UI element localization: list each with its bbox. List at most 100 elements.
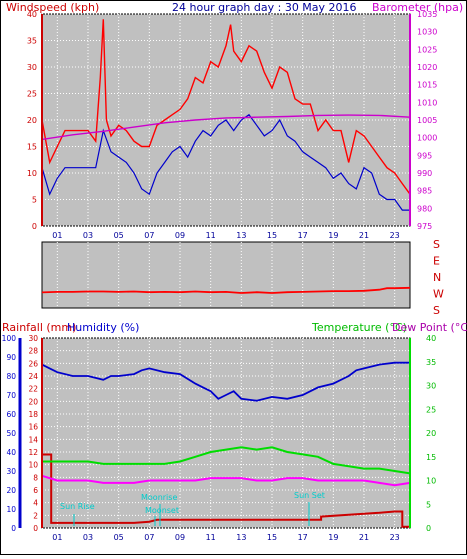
chart-title: 24 hour graph day : 30 May 2016 xyxy=(172,1,357,14)
baro-y-tick-6: 1005 xyxy=(417,116,437,125)
humidity-y-tick-8: 80 xyxy=(6,372,16,381)
bottom-x-tick-9: 19 xyxy=(328,533,338,542)
humidity-y-tick-2: 20 xyxy=(6,486,16,495)
wind-x-tick-7: 15 xyxy=(267,231,277,240)
wind-y-tick-6: 30 xyxy=(27,63,37,72)
bottom-series-humidity xyxy=(41,361,410,402)
moonset-label: Moonset xyxy=(145,506,179,515)
bottom-x-tick-5: 11 xyxy=(206,533,216,542)
humidity-ticks: 0 10 20 30 40 50 60 70 80 90 100 xyxy=(2,334,17,533)
humidity-y-tick-3: 30 xyxy=(6,467,16,476)
baro-y-tick-2: 985 xyxy=(417,187,432,196)
rain-y-tick-0: 0 xyxy=(33,524,38,533)
direction-grid xyxy=(56,242,396,308)
bottom-x-tick-6: 13 xyxy=(236,533,246,542)
wind-y-tick-4: 20 xyxy=(27,116,37,125)
wind-x-tick-3: 07 xyxy=(144,231,154,240)
baro-y-tick-11: 1030 xyxy=(417,28,437,37)
direction-plot-area xyxy=(41,241,411,309)
annotation-sunset: Sun Set xyxy=(294,491,325,526)
rain-y-tick-13: 26 xyxy=(28,359,38,368)
wind-y-tick-0: 0 xyxy=(32,222,37,231)
bottom-x-tick-8: 17 xyxy=(298,533,308,542)
wind-x-tick-11: 23 xyxy=(390,231,400,240)
rain-y-tick-7: 14 xyxy=(28,435,38,444)
humidity-y-tick-0: 0 xyxy=(11,524,16,533)
rain-y-tick-4: 8 xyxy=(33,473,38,482)
dewpoint-axis-label: Dew Point (°C) xyxy=(392,321,467,334)
baro-y-tick-9: 1020 xyxy=(417,63,437,72)
wind-y-tick-2: 10 xyxy=(27,169,37,178)
bottom-x-tick-0: 01 xyxy=(52,533,62,542)
temperature-y-tick-5: 25 xyxy=(426,405,436,414)
bottom-series-rainfall xyxy=(42,453,410,528)
rain-y-tick-11: 22 xyxy=(28,385,38,394)
bottom-series xyxy=(41,361,411,528)
annotation-moonset: Moonset xyxy=(145,506,179,526)
bottom-series-dew-point xyxy=(41,474,411,487)
temperature-ticks: 0 5 10 15 20 25 30 35 40 xyxy=(426,334,436,533)
wind-right-ticks: 975 980 985 990 995 1000 1005 1010 1015 1020 1025 1… xyxy=(417,10,437,231)
rain-y-tick-1: 2 xyxy=(33,511,38,520)
wind-x-ticks: 01 03 05 07 09 11 13 15 17 19 21 23 xyxy=(52,231,400,240)
humidity-y-tick-5: 50 xyxy=(6,429,16,438)
rain-y-tick-10: 20 xyxy=(28,397,38,406)
wind-x-tick-2: 05 xyxy=(114,231,124,240)
direction-label-3: W xyxy=(433,288,444,301)
direction-label-2: N xyxy=(433,271,441,284)
wind-y-tick-8: 40 xyxy=(27,10,37,19)
baro-y-tick-10: 1025 xyxy=(417,45,437,54)
wind-x-tick-10: 21 xyxy=(359,231,369,240)
sunrise-label: Sun Rise xyxy=(60,502,95,511)
temperature-y-tick-8: 40 xyxy=(426,334,436,343)
direction-series xyxy=(41,286,411,294)
temperature-y-tick-6: 30 xyxy=(426,382,436,391)
wind-series-barometer xyxy=(41,114,411,141)
rain-y-tick-15: 30 xyxy=(28,334,38,343)
humidity-y-tick-4: 40 xyxy=(6,448,16,457)
bottom-x-tick-3: 07 xyxy=(144,533,154,542)
wind-x-tick-9: 19 xyxy=(328,231,338,240)
temperature-axis-label: Temperature (°C) xyxy=(311,321,407,334)
wind-y-tick-5: 25 xyxy=(27,90,37,99)
rain-y-tick-5: 10 xyxy=(28,461,38,470)
humidity-axis-label: Humidity (%) xyxy=(67,321,139,334)
temperature-y-tick-2: 10 xyxy=(426,477,436,486)
baro-y-tick-3: 990 xyxy=(417,169,432,178)
baro-y-tick-1: 980 xyxy=(417,204,432,213)
annotation-moonrise: Moonrise xyxy=(141,493,177,526)
temperature-y-tick-1: 5 xyxy=(426,500,431,509)
rain-y-tick-2: 4 xyxy=(33,499,38,508)
annotation-sunrise: Sun Rise xyxy=(60,502,95,526)
wind-x-tick-0: 01 xyxy=(52,231,62,240)
temperature-y-tick-7: 35 xyxy=(426,358,436,367)
barometer-axis-label: Barometer (hpa) xyxy=(372,1,463,14)
windspeed-axis-label: Windspeed (kph) xyxy=(6,1,99,14)
humidity-y-tick-6: 60 xyxy=(6,410,16,419)
humidity-plot-area xyxy=(41,337,411,529)
baro-y-tick-0: 975 xyxy=(417,222,432,231)
wind-series-gust xyxy=(41,19,411,195)
direction-series-line xyxy=(41,286,411,294)
bottom-x-tick-11: 23 xyxy=(390,533,400,542)
wind-series xyxy=(41,19,411,211)
bottom-x-tick-4: 09 xyxy=(175,533,185,542)
humidity-y-tick-10: 100 xyxy=(2,334,17,343)
rain-y-tick-9: 18 xyxy=(28,410,38,419)
wind-y-tick-1: 5 xyxy=(32,196,37,205)
temperature-y-tick-3: 15 xyxy=(426,453,436,462)
humidity-y-tick-9: 90 xyxy=(6,353,16,362)
bottom-x-tick-2: 05 xyxy=(114,533,124,542)
bottom-x-tick-7: 15 xyxy=(267,533,277,542)
rain-y-tick-8: 16 xyxy=(28,423,38,432)
rainfall-axis-label: Rainfall (mm) xyxy=(2,321,76,334)
temperature-y-tick-0: 0 xyxy=(426,524,431,533)
sunset-label: Sun Set xyxy=(294,491,325,500)
wind-x-tick-1: 03 xyxy=(83,231,93,240)
baro-y-tick-4: 995 xyxy=(417,151,432,160)
direction-label-4: S xyxy=(433,304,440,317)
